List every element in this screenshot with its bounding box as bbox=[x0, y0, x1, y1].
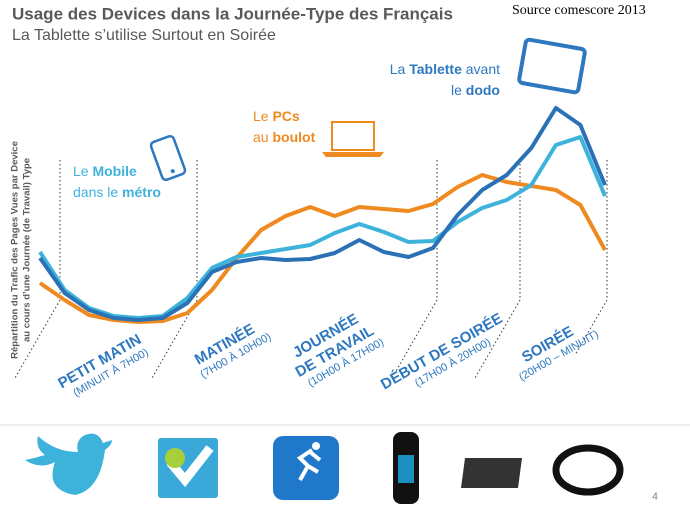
annotation: dans le métro bbox=[73, 184, 161, 200]
scale-icon bbox=[461, 458, 522, 488]
twitter-icon bbox=[25, 433, 112, 495]
app-icons bbox=[25, 432, 624, 504]
phone-icon bbox=[149, 134, 187, 182]
annotation-part: le bbox=[451, 82, 466, 98]
separator bbox=[14, 160, 61, 379]
runner bbox=[296, 448, 322, 481]
period-separators bbox=[14, 160, 608, 379]
annotation-part: au bbox=[253, 129, 272, 145]
y-label-line: au cours d’une Journée (de Travail) Type bbox=[22, 158, 33, 342]
foursquare-dot bbox=[165, 448, 185, 468]
runner-head bbox=[312, 442, 320, 450]
annotation-part: métro bbox=[122, 184, 161, 200]
separator bbox=[151, 160, 198, 379]
fitbit-screen bbox=[398, 455, 414, 483]
annotation-part: Mobile bbox=[92, 163, 137, 179]
annotation: Le Mobile bbox=[73, 163, 137, 179]
band-icon bbox=[552, 444, 624, 496]
annotation-part: avant bbox=[462, 61, 500, 77]
annotation-part: PCs bbox=[272, 108, 299, 124]
period-label: SOIRÉE(20H00 – MINUIT) bbox=[517, 323, 601, 384]
separator bbox=[574, 160, 608, 356]
annotation-part: Le bbox=[73, 163, 92, 179]
period-name: DÉBUT DE SOIRÉE bbox=[378, 310, 506, 393]
y-label-line: Répartition du Trafic des Pages Vues par… bbox=[10, 141, 21, 359]
page-number: 4 bbox=[652, 492, 658, 503]
annotation-part: Le bbox=[253, 108, 272, 124]
annotation-part: boulot bbox=[272, 129, 315, 145]
annotation-part: dans le bbox=[73, 184, 122, 200]
annotation-part: Tablette bbox=[409, 61, 462, 77]
separator bbox=[474, 160, 521, 379]
annotation: La Tablette avant bbox=[390, 61, 500, 77]
annotation: Le PCs bbox=[253, 108, 300, 124]
series-line bbox=[38, 106, 607, 322]
period-label: DÉBUT DE SOIRÉE(17H00 À 20H00) bbox=[378, 310, 506, 393]
annotation-part: dodo bbox=[466, 82, 500, 98]
y-axis-label: Répartition du Trafic des Pages Vues par… bbox=[10, 141, 33, 359]
period-label: PETIT MATIN(MINUIT À 7H00) bbox=[55, 331, 150, 399]
separator bbox=[391, 160, 438, 379]
annotation-part: La bbox=[390, 61, 409, 77]
source: Source comescore 2013 bbox=[512, 3, 646, 18]
chart-subtitle: La Tablette s’utilise Surtout en Soirée bbox=[12, 27, 276, 44]
chart-title: Usage des Devices dans la Journée-Type d… bbox=[12, 4, 453, 23]
period-label: MATINÉE(7H00 À 10H00) bbox=[192, 321, 274, 381]
annotation: le dodo bbox=[451, 82, 500, 98]
foursquare-icon bbox=[158, 438, 218, 498]
laptop-icon bbox=[322, 121, 384, 157]
tablet-icon bbox=[517, 37, 587, 95]
annotation: au boulot bbox=[253, 129, 316, 145]
